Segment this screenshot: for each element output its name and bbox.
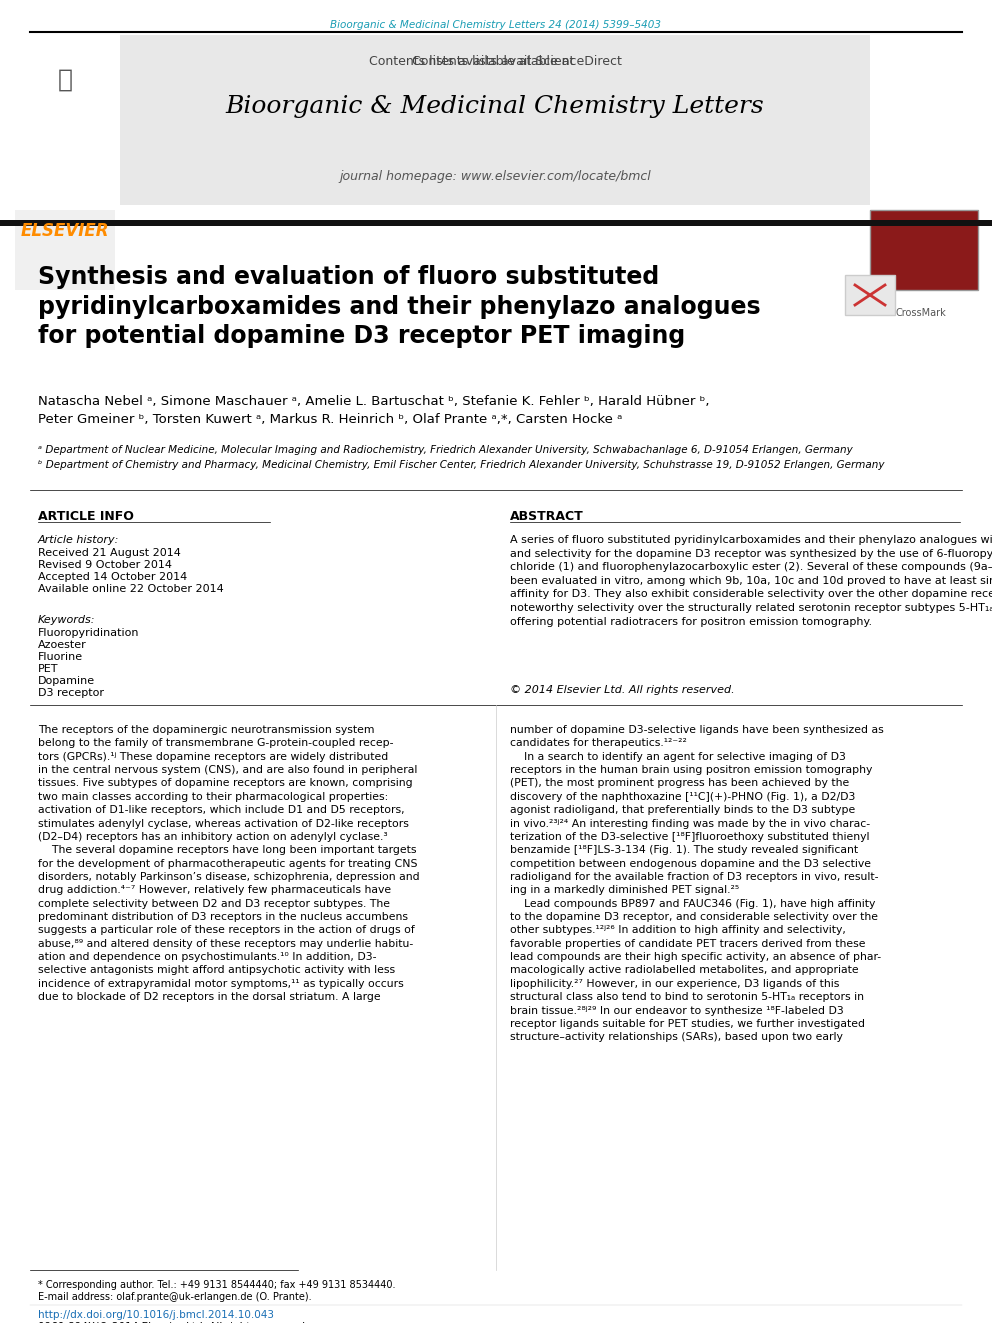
Text: journal homepage: www.elsevier.com/locate/bmcl: journal homepage: www.elsevier.com/locat… <box>339 169 651 183</box>
Text: Bioorganic & Medicinal Chemistry Letters 24 (2014) 5399–5403: Bioorganic & Medicinal Chemistry Letters… <box>330 20 662 30</box>
Text: The receptors of the dopaminergic neurotransmission system
belong to the family : The receptors of the dopaminergic neurot… <box>38 725 420 1003</box>
Text: Keywords:: Keywords: <box>38 615 95 624</box>
Text: * Corresponding author. Tel.: +49 9131 8544440; fax +49 9131 8534440.: * Corresponding author. Tel.: +49 9131 8… <box>38 1279 396 1290</box>
Text: Bioorganic & Medicinal Chemistry Letters: Bioorganic & Medicinal Chemistry Letters <box>225 95 765 118</box>
Text: Synthesis and evaluation of fluoro substituted
pyridinylcarboxamides and their p: Synthesis and evaluation of fluoro subst… <box>38 265 761 348</box>
Text: Article history:: Article history: <box>38 534 119 545</box>
Text: PET: PET <box>38 664 59 673</box>
Text: ARTICLE INFO: ARTICLE INFO <box>38 509 134 523</box>
Text: ᵇ Department of Chemistry and Pharmacy, Medicinal Chemistry, Emil Fischer Center: ᵇ Department of Chemistry and Pharmacy, … <box>38 460 885 470</box>
Bar <box>120 34 870 205</box>
Text: ABSTRACT: ABSTRACT <box>510 509 583 523</box>
Text: A series of fluoro substituted pyridinylcarboxamides and their phenylazo analogu: A series of fluoro substituted pyridinyl… <box>510 534 992 627</box>
Text: Accepted 14 October 2014: Accepted 14 October 2014 <box>38 572 187 582</box>
Text: Natascha Nebel ᵃ, Simone Maschauer ᵃ, Amelie L. Bartuschat ᵇ, Stefanie K. Fehler: Natascha Nebel ᵃ, Simone Maschauer ᵃ, Am… <box>38 396 709 426</box>
Bar <box>0 220 992 226</box>
Text: ELSEVIER: ELSEVIER <box>21 222 109 239</box>
Bar <box>15 210 115 290</box>
Text: Dopamine: Dopamine <box>38 676 95 687</box>
Text: Contents lists available at: Contents lists available at <box>412 56 578 67</box>
Bar <box>870 210 978 290</box>
Text: Revised 9 October 2014: Revised 9 October 2014 <box>38 560 172 570</box>
Text: E-mail address: olaf.prante@uk-erlangen.de (O. Prante).: E-mail address: olaf.prante@uk-erlangen.… <box>38 1293 311 1302</box>
Text: Received 21 August 2014: Received 21 August 2014 <box>38 548 181 558</box>
Text: Fluoropyridination: Fluoropyridination <box>38 628 140 638</box>
Text: CrossMark: CrossMark <box>896 308 946 318</box>
Text: © 2014 Elsevier Ltd. All rights reserved.: © 2014 Elsevier Ltd. All rights reserved… <box>510 685 735 695</box>
Text: 🌳: 🌳 <box>58 67 72 93</box>
Text: number of dopamine D3-selective ligands have been synthesized as
candidates for : number of dopamine D3-selective ligands … <box>510 725 884 1043</box>
Text: Available online 22 October 2014: Available online 22 October 2014 <box>38 583 224 594</box>
Text: Fluorine: Fluorine <box>38 652 83 662</box>
Text: D3 receptor: D3 receptor <box>38 688 104 699</box>
Text: http://dx.doi.org/10.1016/j.bmcl.2014.10.043: http://dx.doi.org/10.1016/j.bmcl.2014.10… <box>38 1310 274 1320</box>
Text: Azoester: Azoester <box>38 640 86 650</box>
Text: ᵃ Department of Nuclear Medicine, Molecular Imaging and Radiochemistry, Friedric: ᵃ Department of Nuclear Medicine, Molecu… <box>38 445 853 455</box>
Text: Contents lists available at ScienceDirect: Contents lists available at ScienceDirec… <box>369 56 621 67</box>
Bar <box>845 275 895 315</box>
